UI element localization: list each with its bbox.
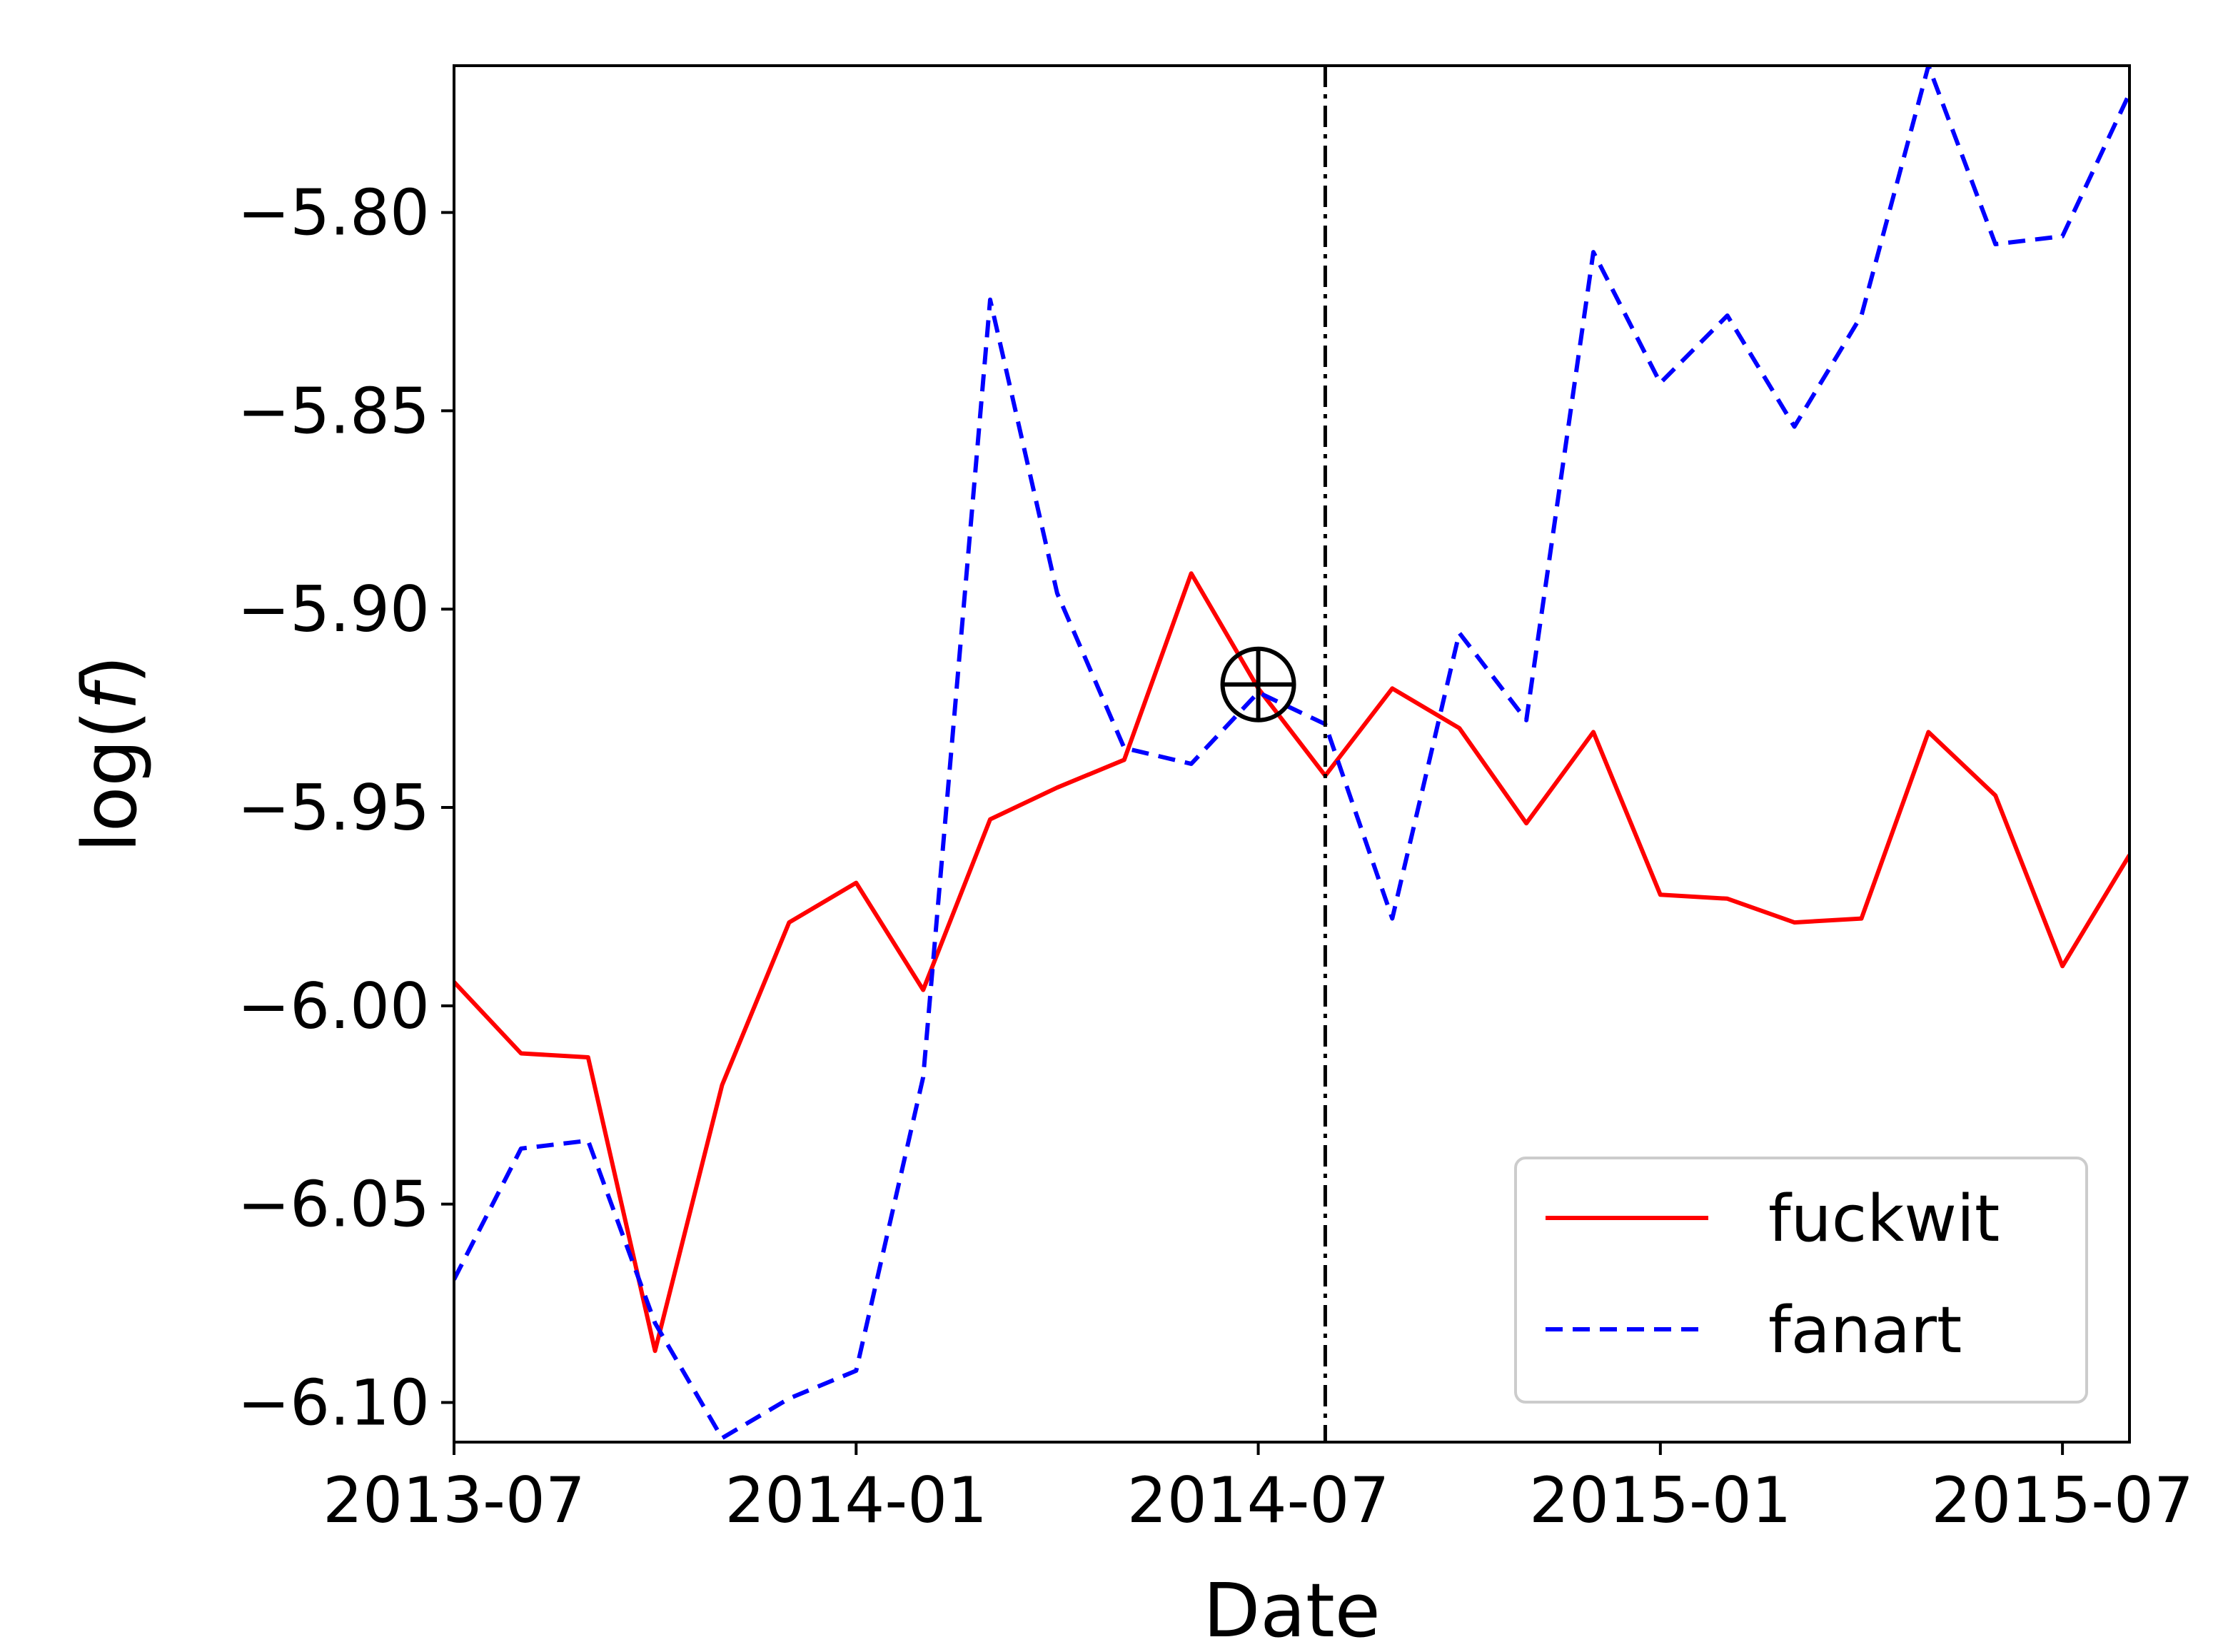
circled-plus-marker <box>1220 646 1296 722</box>
y-tick-label: −6.05 <box>237 1168 430 1241</box>
x-axis-ticks: 2013-07 2014-01 2014-07 2015-01 2015-07 <box>323 1442 2194 1537</box>
data-point-fuckwit <box>1457 726 1461 730</box>
data-point-fanart <box>519 1147 523 1151</box>
series-layer <box>454 66 2129 1441</box>
data-point-fanart <box>921 1075 925 1079</box>
y-axis-title: log(f) <box>66 655 153 852</box>
data-point-fuckwit <box>1591 730 1596 734</box>
y-tick-label: −5.80 <box>237 176 430 250</box>
data-point-fanart <box>1122 746 1126 750</box>
data-point-fuckwit <box>2060 964 2065 968</box>
legend-label-fanart: fanart <box>1768 1293 1962 1368</box>
plot-frame <box>453 64 2131 1444</box>
y-tick-label: −6.10 <box>237 1366 430 1439</box>
y-tick-label: −5.90 <box>237 573 430 646</box>
x-axis-title: Date <box>1203 1567 1381 1652</box>
legend-label-fuckwit: fuckwit <box>1768 1182 2000 1256</box>
data-point-fuckwit <box>720 1083 725 1087</box>
data-point-fuckwit <box>854 881 858 885</box>
y-tick-label: −5.95 <box>237 771 430 845</box>
series-line-fanart <box>454 66 2129 1441</box>
x-tick-label: 2014-01 <box>725 1464 987 1537</box>
data-point-fuckwit <box>1926 730 1930 734</box>
data-point-fanart <box>586 1139 590 1143</box>
y-tick-label: −5.85 <box>237 374 430 448</box>
data-point-fuckwit <box>519 1051 523 1055</box>
data-point-fanart <box>1524 718 1528 722</box>
data-point-fuckwit <box>988 817 992 822</box>
data-point-fanart <box>1390 917 1394 921</box>
data-point-fuckwit <box>787 920 791 925</box>
data-point-fuckwit <box>586 1055 590 1059</box>
legend: fuckwit fanart <box>1514 1157 2088 1404</box>
data-point-fuckwit <box>653 1349 657 1353</box>
data-point-fuckwit <box>1524 821 1528 825</box>
data-point-fanart <box>1055 591 1059 595</box>
data-point-fuckwit <box>1725 897 1730 901</box>
data-point-fuckwit <box>1055 785 1059 790</box>
data-point-fanart <box>1658 381 1663 385</box>
data-point-fanart <box>988 298 992 302</box>
data-point-fanart <box>1859 313 1863 318</box>
data-point-fanart <box>1793 425 1797 429</box>
data-point-fanart <box>1591 250 1596 254</box>
data-point-fanart <box>653 1321 657 1325</box>
series-line-fuckwit <box>454 571 2129 1354</box>
x-tick-label: 2013-07 <box>323 1464 585 1537</box>
data-point-fanart <box>787 1396 791 1401</box>
data-point-fanart <box>1457 631 1461 635</box>
data-point-fuckwit <box>1189 571 1194 575</box>
x-tick-label: 2014-07 <box>1127 1464 1390 1537</box>
x-tick-label: 2015-07 <box>1931 1464 2194 1537</box>
y-axis-ticks: −6.10 −6.05 −6.00 −5.95 −5.90 −5.85 −5.80 <box>237 176 454 1439</box>
data-point-fanart <box>720 1436 725 1440</box>
data-point-fuckwit <box>1658 892 1663 897</box>
data-point-fuckwit <box>1390 686 1394 690</box>
data-point-fanart <box>1189 762 1194 766</box>
data-point-fanart <box>1993 242 1997 246</box>
data-point-fanart <box>2060 234 2065 238</box>
data-point-fuckwit <box>1859 917 1863 921</box>
data-point-fuckwit <box>1793 920 1797 925</box>
y-tick-label: −6.00 <box>237 969 430 1043</box>
data-point-fuckwit <box>1122 757 1126 762</box>
x-tick-label: 2015-01 <box>1529 1464 1792 1537</box>
data-point-fanart <box>854 1369 858 1373</box>
data-point-fuckwit <box>1993 793 1997 797</box>
data-point-fanart <box>1725 313 1730 318</box>
data-point-fuckwit <box>921 988 925 992</box>
marker-layer <box>1220 646 1296 722</box>
